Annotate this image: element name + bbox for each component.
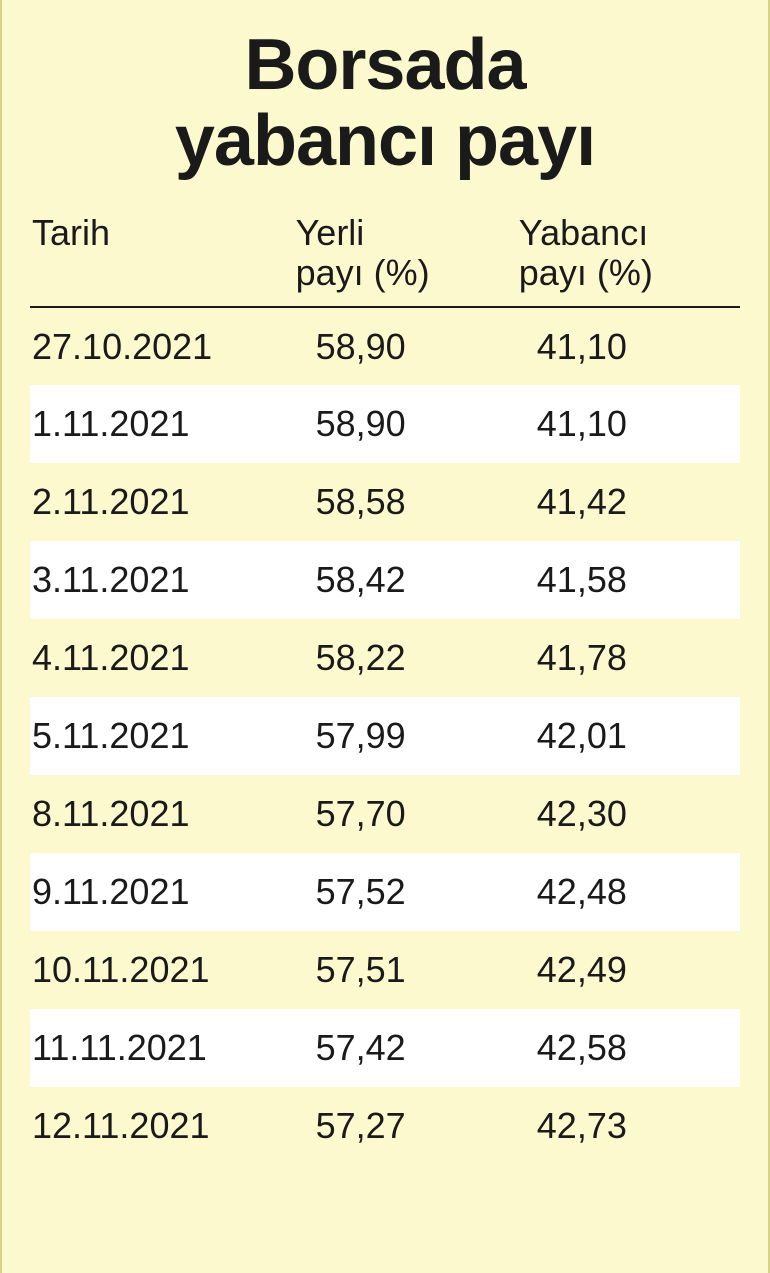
cell-yabanci: 41,78 (513, 619, 740, 697)
cell-tarih: 2.11.2021 (30, 463, 286, 541)
data-table: Tarih Yerlipayı (%) Yabancıpayı (%) 27.1… (30, 207, 740, 1165)
table-row: 8.11.202157,7042,30 (30, 775, 740, 853)
header-yerli: Yerlipayı (%) (286, 207, 513, 307)
cell-yerli: 58,22 (286, 619, 513, 697)
table-card: Borsada yabancı payı Tarih Yerlipayı (%)… (0, 0, 770, 1273)
cell-yabanci: 42,01 (513, 697, 740, 775)
table-row: 9.11.202157,5242,48 (30, 853, 740, 931)
cell-yabanci: 41,42 (513, 463, 740, 541)
cell-yerli: 58,58 (286, 463, 513, 541)
table-row: 10.11.202157,5142,49 (30, 931, 740, 1009)
cell-yabanci: 42,30 (513, 775, 740, 853)
table-title: Borsada yabancı payı (30, 28, 740, 179)
cell-yabanci: 42,49 (513, 931, 740, 1009)
cell-yabanci: 41,10 (513, 385, 740, 463)
header-yabanci: Yabancıpayı (%) (513, 207, 740, 307)
cell-yerli: 57,27 (286, 1087, 513, 1165)
header-row: Tarih Yerlipayı (%) Yabancıpayı (%) (30, 207, 740, 307)
title-line-2: yabancı payı (175, 101, 595, 181)
cell-yerli: 57,52 (286, 853, 513, 931)
table-row: 27.10.202158,9041,10 (30, 307, 740, 385)
table-row: 2.11.202158,5841,42 (30, 463, 740, 541)
cell-tarih: 4.11.2021 (30, 619, 286, 697)
table-row: 5.11.202157,9942,01 (30, 697, 740, 775)
cell-tarih: 8.11.2021 (30, 775, 286, 853)
cell-tarih: 5.11.2021 (30, 697, 286, 775)
cell-tarih: 10.11.2021 (30, 931, 286, 1009)
cell-tarih: 3.11.2021 (30, 541, 286, 619)
cell-yabanci: 41,10 (513, 307, 740, 385)
title-line-1: Borsada (244, 25, 525, 105)
cell-yerli: 57,42 (286, 1009, 513, 1087)
table-row: 1.11.202158,9041,10 (30, 385, 740, 463)
cell-tarih: 9.11.2021 (30, 853, 286, 931)
cell-yerli: 57,99 (286, 697, 513, 775)
cell-yabanci: 42,73 (513, 1087, 740, 1165)
cell-tarih: 1.11.2021 (30, 385, 286, 463)
cell-yabanci: 41,58 (513, 541, 740, 619)
cell-yabanci: 42,48 (513, 853, 740, 931)
table-row: 11.11.202157,4242,58 (30, 1009, 740, 1087)
cell-tarih: 27.10.2021 (30, 307, 286, 385)
table-row: 4.11.202158,2241,78 (30, 619, 740, 697)
table-row: 3.11.202158,4241,58 (30, 541, 740, 619)
cell-yerli: 58,90 (286, 307, 513, 385)
cell-yerli: 57,70 (286, 775, 513, 853)
cell-tarih: 11.11.2021 (30, 1009, 286, 1087)
table-body: 27.10.202158,9041,101.11.202158,9041,102… (30, 307, 740, 1165)
cell-yabanci: 42,58 (513, 1009, 740, 1087)
table-row: 12.11.202157,2742,73 (30, 1087, 740, 1165)
cell-tarih: 12.11.2021 (30, 1087, 286, 1165)
cell-yerli: 57,51 (286, 931, 513, 1009)
cell-yerli: 58,90 (286, 385, 513, 463)
cell-yerli: 58,42 (286, 541, 513, 619)
header-tarih: Tarih (30, 207, 286, 307)
